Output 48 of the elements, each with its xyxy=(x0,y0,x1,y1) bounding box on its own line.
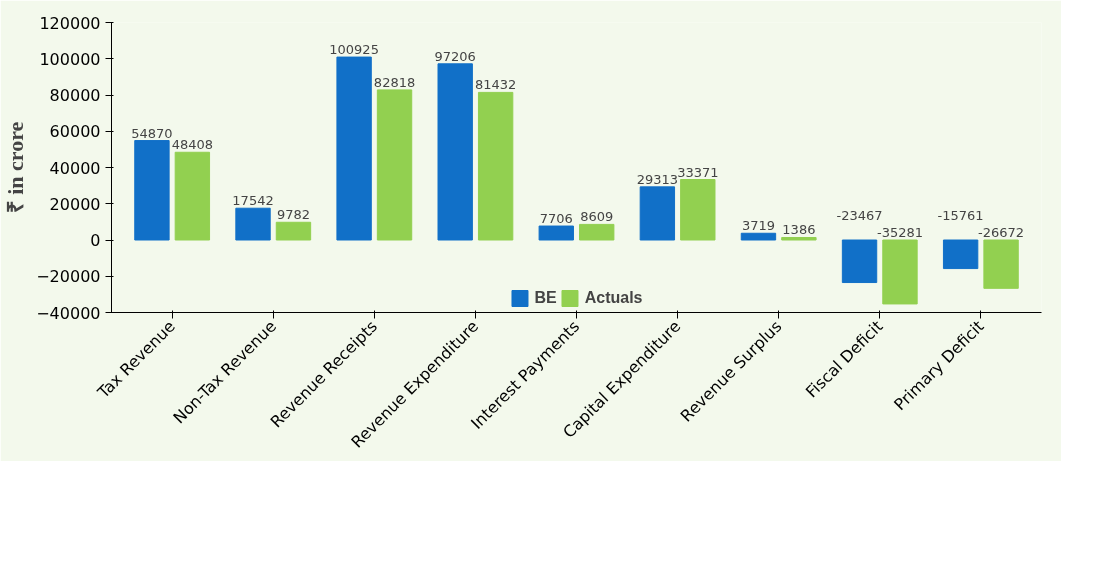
data-label: -26672 xyxy=(978,225,1025,240)
y-tick-label: −40000 xyxy=(36,303,101,323)
data-label: -35281 xyxy=(876,225,923,240)
y-tick-label: 120000 xyxy=(39,13,101,33)
y-tick-label: 80000 xyxy=(49,86,101,105)
bar xyxy=(174,151,211,241)
bar xyxy=(579,223,615,241)
data-label: 82818 xyxy=(373,74,416,90)
bar xyxy=(841,239,878,284)
legend-label: Actuals xyxy=(584,289,643,307)
data-label: 9782 xyxy=(276,207,311,223)
bar xyxy=(376,89,413,241)
bar xyxy=(983,239,1019,289)
bar xyxy=(235,207,271,241)
data-label: 8609 xyxy=(580,209,614,225)
data-label: -23467 xyxy=(836,208,883,223)
bar xyxy=(740,232,777,241)
y-tick-label: 20000 xyxy=(49,194,101,214)
y-axis-title: ₹ in crore xyxy=(3,121,29,214)
bar xyxy=(538,225,574,241)
bar xyxy=(477,91,514,241)
bar xyxy=(942,239,979,270)
bar xyxy=(882,239,918,305)
data-label: 7706 xyxy=(539,211,573,227)
data-label: 29313 xyxy=(636,171,679,187)
bar xyxy=(781,236,817,241)
bar xyxy=(275,221,312,241)
data-label: 33371 xyxy=(677,164,719,180)
bar xyxy=(134,140,170,241)
y-tick-label: −20000 xyxy=(36,267,101,287)
legend-label: BE xyxy=(534,289,557,307)
data-label: 1386 xyxy=(782,222,816,238)
data-label: 54870 xyxy=(131,125,173,141)
bar xyxy=(680,179,716,241)
bar xyxy=(437,63,473,241)
y-tick-label: 0 xyxy=(90,231,101,250)
bar xyxy=(336,56,372,241)
bar xyxy=(639,186,676,241)
y-tick-label: 40000 xyxy=(49,158,101,178)
data-label: 17542 xyxy=(232,193,274,209)
data-label: 97206 xyxy=(434,48,476,64)
data-label: 3719 xyxy=(741,218,776,234)
data-label: 81432 xyxy=(474,77,517,93)
y-tick-label: 100000 xyxy=(39,49,101,69)
data-label: 48408 xyxy=(171,137,214,153)
data-label: -15761 xyxy=(937,208,984,223)
y-tick-label: 60000 xyxy=(49,122,101,142)
data-label: 100925 xyxy=(329,42,379,58)
